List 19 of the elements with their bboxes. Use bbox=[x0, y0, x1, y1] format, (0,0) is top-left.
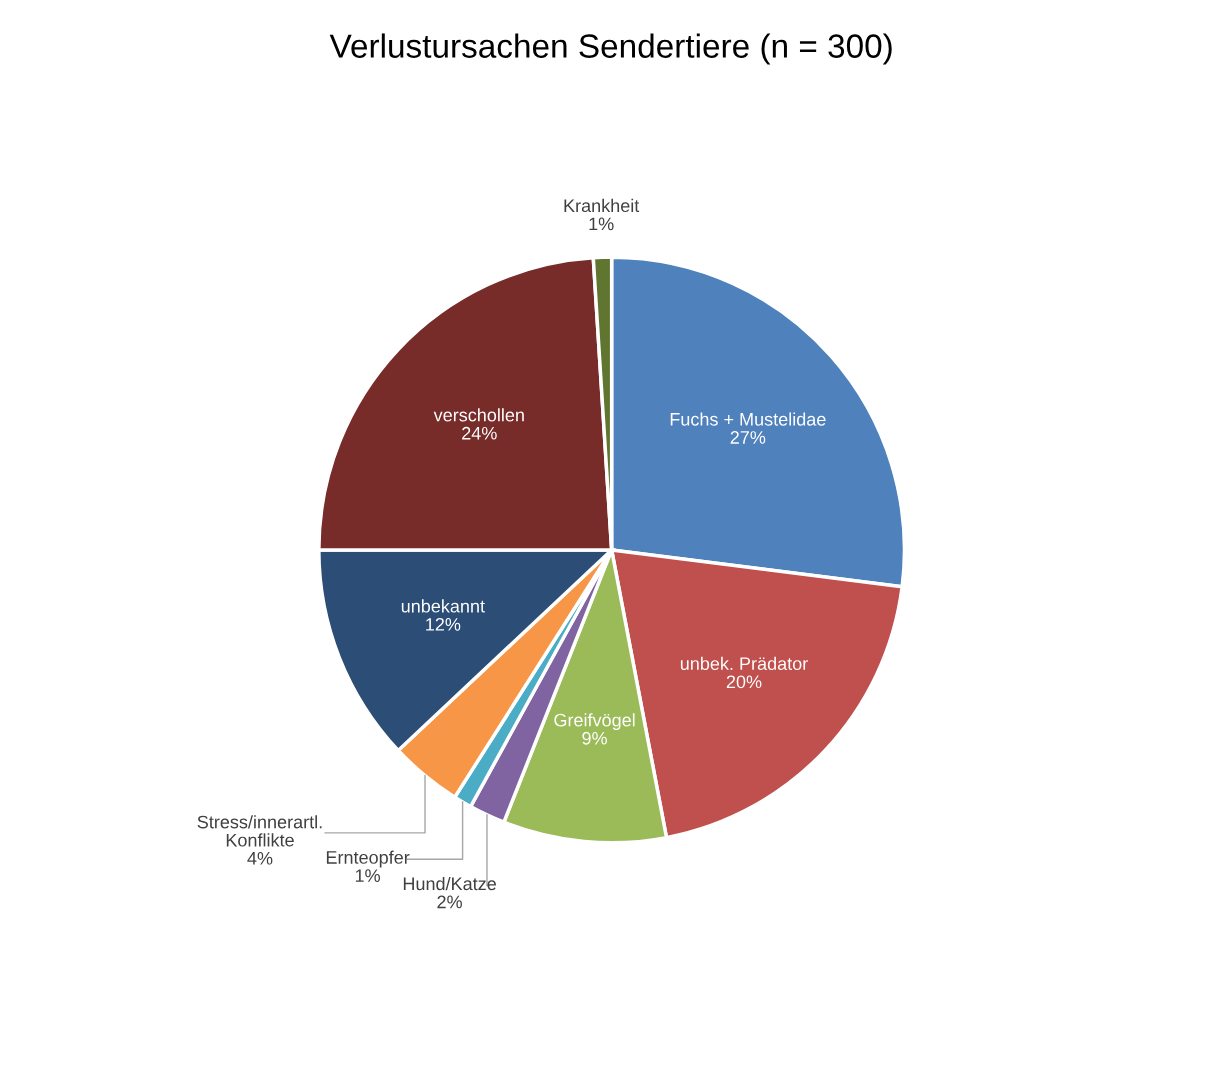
data-label: 2% bbox=[437, 895, 462, 909]
slice-label: verschollen bbox=[433, 408, 524, 422]
slice-label: Krankheit bbox=[564, 198, 640, 213]
data-label: 4% bbox=[247, 851, 273, 865]
slice-label: unbekannt bbox=[401, 599, 485, 613]
data-label: 24% bbox=[462, 426, 497, 440]
data-label: 1% bbox=[589, 217, 614, 231]
slice-label: Hund/Katze bbox=[403, 876, 496, 891]
slice-label: Greifvögel bbox=[554, 713, 635, 731]
data-label: 9% bbox=[582, 731, 607, 745]
data-label: 20% bbox=[726, 675, 762, 689]
slice-label: Stress/innerartl. Konflikte bbox=[197, 815, 322, 847]
slice-label: Fuchs + Mustelidae bbox=[670, 412, 826, 426]
data-label: 12% bbox=[426, 617, 461, 631]
data-label: 1% bbox=[355, 869, 380, 882]
data-label: 27% bbox=[730, 431, 766, 444]
chart-title: Verlustursachen Sendertiere (n = 300) bbox=[329, 33, 892, 65]
slice-label: Ernteopfer bbox=[326, 850, 410, 868]
slice-label: unbek. Prädator bbox=[680, 656, 808, 671]
